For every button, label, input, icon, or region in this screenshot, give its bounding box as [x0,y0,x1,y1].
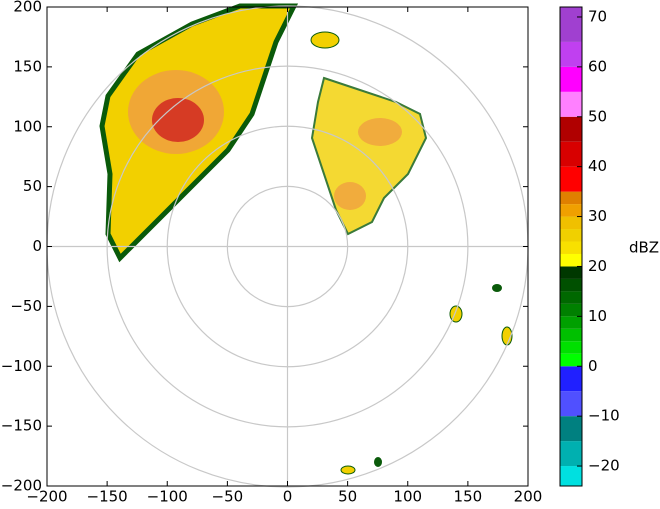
colorbar-band [560,166,582,192]
colorbar-band [560,253,582,267]
colorbar-tick-label: 30 [588,207,607,225]
colorbar-band [560,291,582,304]
colorbar-band [560,116,582,142]
colorbar-tick-label: 0 [588,357,598,375]
colorbar-band [560,416,582,442]
colorbar-band [560,66,582,92]
echo-core [358,118,402,146]
colorbar-band [560,466,582,486]
echo-patch [374,457,382,467]
y-tick-label: 100 [13,117,42,135]
colorbar-band [560,266,582,279]
colorbar-tick-label: −20 [588,457,620,475]
y-tick-label: 200 [13,0,42,16]
x-tick-label: 100 [393,488,422,506]
x-tick-label: 150 [454,488,483,506]
y-tick-label: 50 [23,177,42,195]
y-tick-label: −100 [1,357,42,375]
echo-core [334,182,366,210]
colorbar-band [560,229,582,242]
colorbar-tick-label: 60 [588,57,607,75]
colorbar-band [560,303,582,317]
colorbar-band [560,191,582,205]
x-tick-label: −100 [147,488,188,506]
x-tick-label: −200 [26,488,67,506]
colorbar-band [560,441,582,467]
colorbar-band [560,241,582,254]
colorbar-band [560,328,582,342]
colorbar-tick-label: −10 [588,407,620,425]
colorbar-band [560,41,582,67]
colorbar-tick-label: 40 [588,157,607,175]
x-tick-label: 0 [283,488,293,506]
x-tick-label: −50 [212,488,244,506]
y-tick-label: −150 [1,417,42,435]
colorbar-tick-label: 70 [588,7,607,25]
colorbar-band [560,353,582,367]
colorbar-band [560,216,582,230]
colorbar-tick-label: 10 [588,307,607,325]
colorbar-tick-label: 20 [588,257,607,275]
x-tick-label: 50 [338,488,357,506]
colorbar-frame [559,6,583,487]
colorbar-band [560,278,582,292]
echo-patch [492,284,502,292]
colorbar-band [560,7,582,42]
y-tick-label: −200 [1,477,42,495]
x-tick-label: 200 [514,488,543,506]
y-tick-label: −50 [10,297,42,315]
colorbar-band [560,366,582,392]
x-tick-label: −150 [87,488,128,506]
colorbar-band [560,91,582,117]
colorbar-label: dBZ [629,239,659,257]
echo-patch [310,31,340,49]
colorbar-band [560,341,582,354]
echo-core [152,98,204,142]
y-tick-label: 0 [32,237,42,255]
colorbar-band [560,316,582,329]
echo-patch [340,465,356,475]
colorbar-band [560,391,582,417]
colorbar-band [560,141,582,167]
y-tick-label: 150 [13,57,42,75]
colorbar-band [560,204,582,217]
colorbar-tick-label: 50 [588,107,607,125]
radar-echoes [99,3,513,475]
